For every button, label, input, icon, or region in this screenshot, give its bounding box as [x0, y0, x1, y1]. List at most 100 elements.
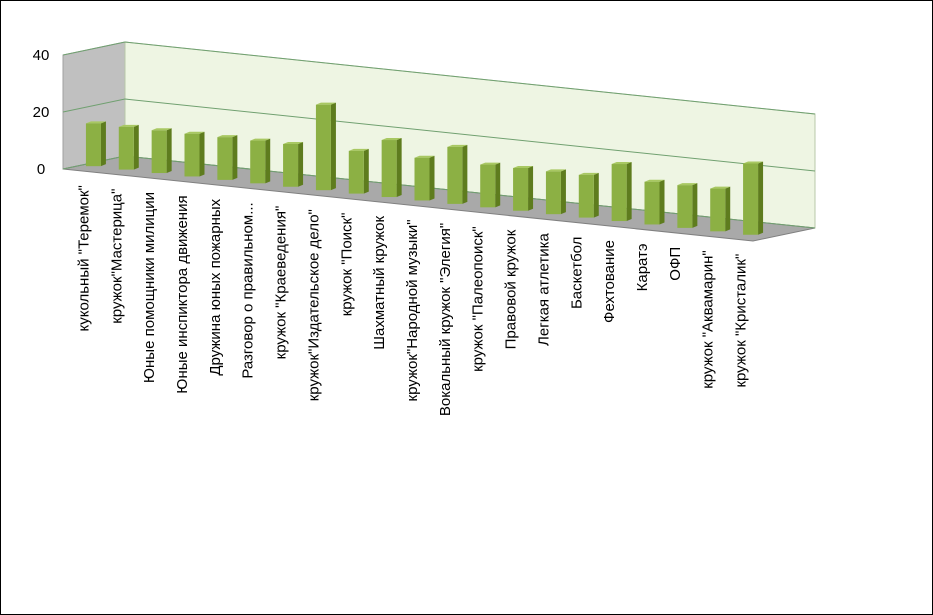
bar-top	[348, 148, 369, 151]
bar-top	[381, 138, 402, 141]
bar-front	[513, 167, 529, 211]
bar-top	[480, 162, 501, 165]
bar-side	[363, 148, 369, 194]
bar-side	[692, 183, 698, 228]
bar	[184, 131, 205, 177]
x-category-label: кружок "Палеопоиск"	[470, 226, 487, 372]
bar-front	[710, 188, 726, 232]
bar	[250, 138, 271, 184]
x-category-label: Юные помощники милиции	[141, 192, 158, 383]
y-tick-label: 40	[33, 47, 50, 64]
bar-side	[133, 124, 139, 170]
bar-top	[283, 141, 304, 144]
x-category-label: ОФП	[667, 247, 684, 281]
bar-side	[593, 172, 599, 218]
bar	[151, 128, 172, 174]
bar-side	[330, 102, 336, 191]
bar-side	[265, 138, 271, 184]
bar-front	[677, 185, 693, 228]
bar-front	[447, 146, 463, 204]
x-category-label: Баскетбол	[568, 237, 585, 310]
x-category-label: Юные инспиктора движения	[174, 195, 191, 393]
x-category-label: кружок "Аквамарин"	[700, 250, 717, 389]
bar-top	[414, 155, 435, 158]
bar-top	[447, 144, 468, 147]
bar	[447, 144, 468, 204]
bar-top	[118, 124, 139, 127]
bar-side	[560, 169, 566, 215]
x-category-label: кружок"Мастерица"	[108, 189, 125, 324]
bar	[743, 161, 764, 235]
bar	[578, 172, 599, 218]
bar-front	[151, 130, 167, 174]
bar-side	[725, 186, 731, 232]
bar-front	[381, 140, 397, 198]
x-category-label: Фехтование	[601, 240, 618, 323]
bar-side	[396, 138, 402, 198]
bar	[611, 162, 632, 222]
bar-front	[184, 133, 200, 177]
x-category-label: Каратэ	[634, 243, 651, 291]
y-axis-ticks: 0 20 40	[33, 47, 50, 178]
bar-side	[298, 141, 304, 187]
x-category-label: кружок "Кристалик"	[733, 254, 750, 388]
bars	[85, 102, 764, 235]
bar-front	[348, 150, 364, 194]
x-axis-labels: кукольный "Теремок" кружок"Мастерица" Юные…	[75, 185, 749, 416]
bar	[348, 148, 369, 194]
bar-front	[85, 123, 101, 167]
bar	[283, 141, 304, 187]
bar-front	[743, 163, 759, 235]
x-category-label: кружок "Краеведения"	[273, 206, 290, 360]
x-category-label: Дружина юных пожарных	[207, 198, 224, 375]
x-category-label: кружок"Издательское дело"	[305, 209, 322, 401]
bar	[85, 121, 106, 167]
gridline	[62, 98, 816, 172]
bar-front	[283, 143, 299, 187]
bar-front	[414, 157, 430, 201]
bar-front	[545, 171, 561, 215]
bar-side	[232, 135, 238, 180]
x-category-label: Шахматный кружок	[371, 216, 388, 350]
bar-side	[528, 165, 534, 211]
bar	[644, 179, 665, 225]
bar	[217, 135, 238, 180]
bar-side	[462, 144, 468, 204]
bar	[513, 165, 534, 211]
bar-top	[611, 162, 632, 165]
bar-side	[758, 161, 764, 235]
bar-front	[578, 174, 594, 218]
x-category-label: Легкая атлетика	[535, 232, 552, 345]
bar	[118, 124, 139, 170]
bar	[545, 169, 566, 215]
y-tick-label: 0	[37, 161, 45, 178]
y-tick-label: 20	[33, 104, 50, 121]
bar	[480, 162, 501, 208]
bar-side	[429, 155, 435, 201]
bar-top	[250, 138, 271, 141]
bar-top	[217, 135, 238, 138]
bar-front	[644, 181, 660, 225]
bar-top	[85, 121, 106, 124]
x-category-label: Разговор о правильном...	[240, 202, 257, 378]
bar-top	[545, 169, 566, 172]
bar	[381, 138, 402, 198]
bar-top	[710, 186, 731, 189]
bar-top	[578, 172, 599, 175]
bar-top	[644, 179, 665, 182]
bar	[677, 183, 698, 228]
bar-front	[250, 140, 266, 184]
bar-front	[480, 164, 496, 208]
bar	[315, 102, 336, 191]
bar-side	[166, 128, 172, 174]
bar-top	[315, 102, 336, 105]
bar-side	[626, 162, 632, 222]
bar-top	[513, 165, 534, 168]
bar-front	[118, 126, 134, 170]
bar-front	[611, 164, 627, 222]
gridline	[62, 41, 816, 115]
bar-side	[659, 179, 665, 225]
bar-side	[199, 131, 205, 177]
x-category-label: Вокальный кружок "Элегия"	[437, 223, 454, 416]
